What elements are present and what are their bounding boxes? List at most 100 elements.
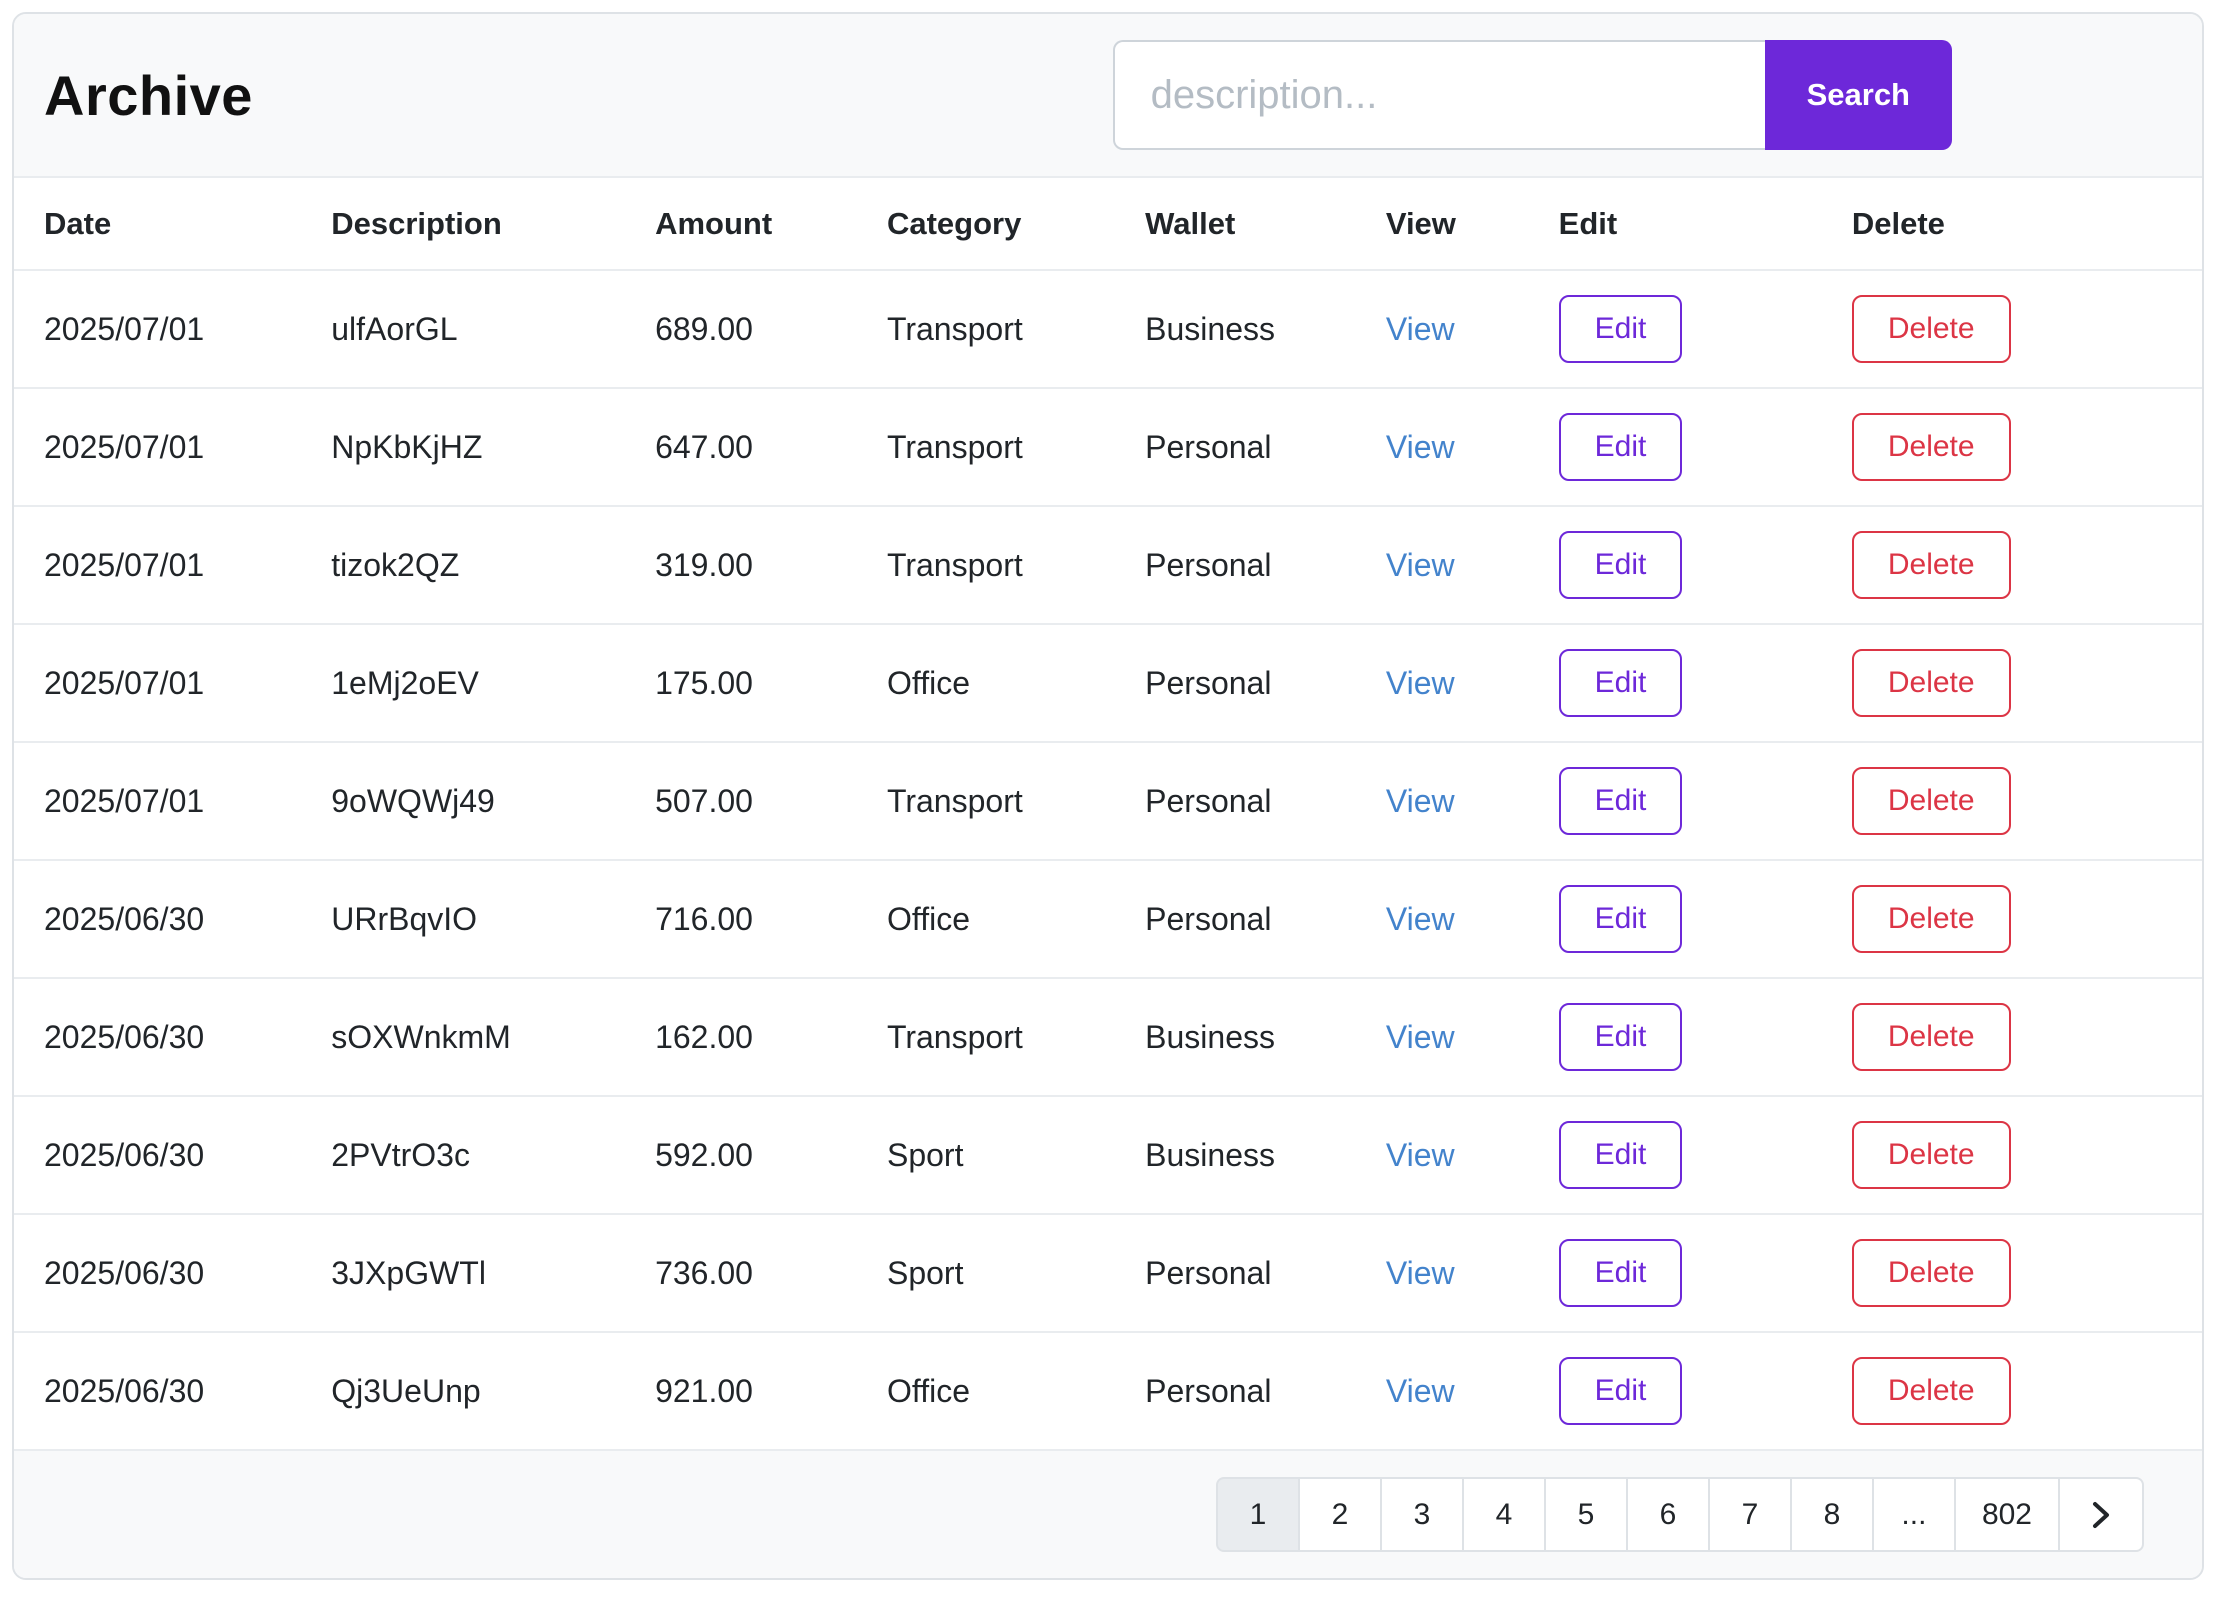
table-row: 2025/06/30 Qj3UeUnp 921.00 Office Person… bbox=[14, 1332, 2202, 1451]
row-view-cell: View bbox=[1385, 270, 1559, 389]
pagination-next[interactable] bbox=[2058, 1477, 2144, 1552]
row-category: Transport bbox=[886, 742, 1146, 861]
page-button-5[interactable]: 5 bbox=[1543, 1477, 1628, 1552]
row-date: 2025/06/30 bbox=[14, 1332, 332, 1451]
edit-button[interactable]: Edit bbox=[1558, 1239, 1683, 1307]
header-view: View bbox=[1385, 178, 1559, 271]
row-edit-cell: Edit bbox=[1558, 978, 1852, 1097]
header-wallet: Wallet bbox=[1145, 178, 1386, 271]
view-link[interactable]: View bbox=[1385, 428, 1455, 465]
edit-button[interactable]: Edit bbox=[1558, 531, 1683, 599]
delete-button[interactable]: Delete bbox=[1851, 1003, 2011, 1071]
row-category: Transport bbox=[886, 506, 1146, 625]
edit-button[interactable]: Edit bbox=[1558, 295, 1683, 363]
row-wallet: Business bbox=[1145, 270, 1386, 389]
delete-button[interactable]: Delete bbox=[1851, 1239, 2011, 1307]
view-link[interactable]: View bbox=[1385, 664, 1455, 701]
row-delete-cell: Delete bbox=[1851, 742, 2202, 861]
row-edit-cell: Edit bbox=[1558, 388, 1852, 507]
row-amount: 736.00 bbox=[655, 1214, 887, 1333]
row-category: Transport bbox=[886, 978, 1146, 1097]
view-link[interactable]: View bbox=[1385, 1254, 1455, 1291]
delete-button[interactable]: Delete bbox=[1851, 767, 2011, 835]
search-button[interactable]: Search bbox=[1764, 40, 1952, 150]
row-category: Office bbox=[886, 624, 1146, 743]
delete-button[interactable]: Delete bbox=[1851, 295, 2011, 363]
footer: 1 2 3 4 5 6 7 8... 802 bbox=[14, 1451, 2202, 1578]
view-link[interactable]: View bbox=[1385, 1136, 1455, 1173]
delete-button[interactable]: Delete bbox=[1851, 1357, 2011, 1425]
delete-button[interactable]: Delete bbox=[1851, 413, 2011, 481]
row-category: Office bbox=[886, 1332, 1146, 1451]
header-edit: Edit bbox=[1558, 178, 1852, 271]
row-view-cell: View bbox=[1385, 1214, 1559, 1333]
header-category: Category bbox=[886, 178, 1146, 271]
row-date: 2025/06/30 bbox=[14, 860, 332, 979]
search-input[interactable] bbox=[1112, 40, 1765, 150]
view-link[interactable]: View bbox=[1385, 1372, 1455, 1409]
page-button-4[interactable]: 4 bbox=[1461, 1477, 1546, 1552]
table-row: 2025/06/30 URrBqvIO 716.00 Office Person… bbox=[14, 860, 2202, 979]
page-button-1[interactable]: 1 bbox=[1215, 1477, 1300, 1552]
page-button-802[interactable]: 802 bbox=[1953, 1477, 2060, 1552]
page-button-7[interactable]: 7 bbox=[1707, 1477, 1792, 1552]
page-button-3[interactable]: 3 bbox=[1379, 1477, 1464, 1552]
row-view-cell: View bbox=[1385, 978, 1559, 1097]
row-wallet: Personal bbox=[1145, 624, 1386, 743]
row-amount: 175.00 bbox=[655, 624, 887, 743]
edit-button[interactable]: Edit bbox=[1558, 1357, 1683, 1425]
page-button-2[interactable]: 2 bbox=[1297, 1477, 1382, 1552]
edit-button[interactable]: Edit bbox=[1558, 767, 1683, 835]
edit-button[interactable]: Edit bbox=[1558, 1003, 1683, 1071]
row-wallet: Personal bbox=[1145, 1214, 1386, 1333]
delete-button[interactable]: Delete bbox=[1851, 649, 2011, 717]
row-description: 1eMj2oEV bbox=[331, 624, 656, 743]
row-delete-cell: Delete bbox=[1851, 1332, 2202, 1451]
row-edit-cell: Edit bbox=[1558, 1332, 1852, 1451]
delete-button[interactable]: Delete bbox=[1851, 885, 2011, 953]
edit-button[interactable]: Edit bbox=[1558, 1121, 1683, 1189]
row-view-cell: View bbox=[1385, 506, 1559, 625]
row-edit-cell: Edit bbox=[1558, 1096, 1852, 1215]
search-group: Search bbox=[1112, 40, 1952, 150]
edit-button[interactable]: Edit bbox=[1558, 649, 1683, 717]
delete-button[interactable]: Delete bbox=[1851, 531, 2011, 599]
row-amount: 716.00 bbox=[655, 860, 887, 979]
page-button-8[interactable]: 8 bbox=[1789, 1477, 1874, 1552]
header-date: Date bbox=[14, 178, 332, 271]
table-row: 2025/06/30 sOXWnkmM 162.00 Transport Bus… bbox=[14, 978, 2202, 1097]
page-ellipsis[interactable]: ... bbox=[1871, 1477, 1956, 1552]
row-wallet: Personal bbox=[1145, 506, 1386, 625]
edit-button[interactable]: Edit bbox=[1558, 413, 1683, 481]
view-link[interactable]: View bbox=[1385, 546, 1455, 583]
delete-button[interactable]: Delete bbox=[1851, 1121, 2011, 1189]
row-edit-cell: Edit bbox=[1558, 270, 1852, 389]
row-amount: 592.00 bbox=[655, 1096, 887, 1215]
table-row: 2025/07/01 9oWQWj49 507.00 Transport Per… bbox=[14, 742, 2202, 861]
row-edit-cell: Edit bbox=[1558, 506, 1852, 625]
row-wallet: Personal bbox=[1145, 388, 1386, 507]
page-title: Archive bbox=[44, 63, 253, 127]
view-link[interactable]: View bbox=[1385, 782, 1455, 819]
view-link[interactable]: View bbox=[1385, 310, 1455, 347]
row-edit-cell: Edit bbox=[1558, 1214, 1852, 1333]
row-description: 2PVtrO3c bbox=[331, 1096, 656, 1215]
row-description: ulfAorGL bbox=[331, 270, 656, 389]
view-link[interactable]: View bbox=[1385, 900, 1455, 937]
row-amount: 689.00 bbox=[655, 270, 887, 389]
page-button-6[interactable]: 6 bbox=[1625, 1477, 1710, 1552]
row-category: Sport bbox=[886, 1214, 1146, 1333]
row-description: tizok2QZ bbox=[331, 506, 656, 625]
row-edit-cell: Edit bbox=[1558, 742, 1852, 861]
row-date: 2025/07/01 bbox=[14, 506, 332, 625]
row-view-cell: View bbox=[1385, 742, 1559, 861]
row-delete-cell: Delete bbox=[1851, 388, 2202, 507]
view-link[interactable]: View bbox=[1385, 1018, 1455, 1055]
edit-button[interactable]: Edit bbox=[1558, 885, 1683, 953]
row-wallet: Personal bbox=[1145, 860, 1386, 979]
row-view-cell: View bbox=[1385, 388, 1559, 507]
chevron-right-icon bbox=[2086, 1500, 2116, 1530]
row-delete-cell: Delete bbox=[1851, 506, 2202, 625]
header-amount: Amount bbox=[655, 178, 887, 271]
row-category: Office bbox=[886, 860, 1146, 979]
